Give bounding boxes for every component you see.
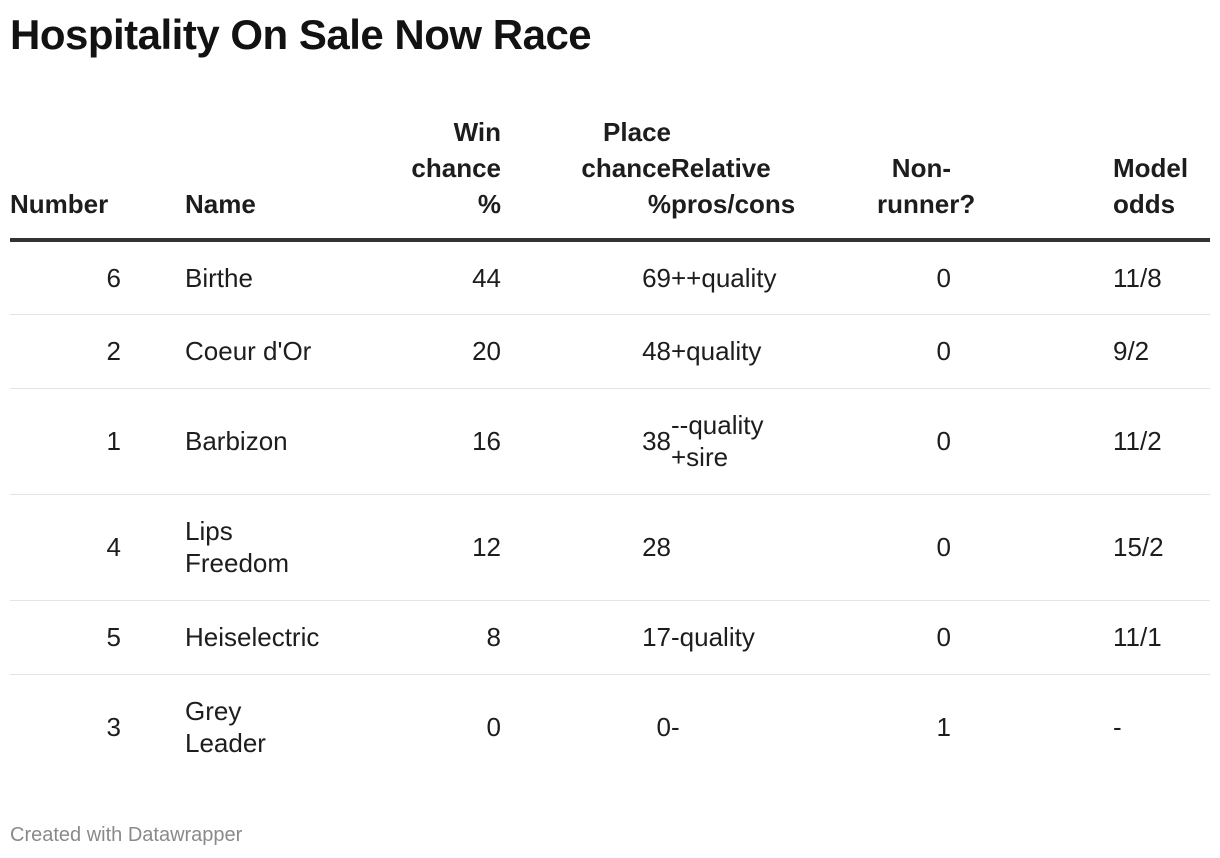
header-label-line: chance (581, 153, 671, 183)
cell-name: Lips Freedom (185, 494, 370, 601)
cell-pros-cons: - (671, 674, 877, 780)
header-label-line: Non- (891, 153, 951, 183)
cell-pros-cons: -quality (671, 600, 877, 675)
cell-place-chance: 28 (501, 494, 671, 601)
cell-pros-cons: ++quality (671, 240, 877, 315)
cell-name: Barbizon (185, 388, 370, 495)
cell-model-odds: 15/2 (1113, 494, 1210, 601)
cell-place-chance: 38 (501, 388, 671, 495)
column-header-number[interactable]: Number (10, 114, 185, 242)
cell-name-line: Freedom (185, 548, 290, 578)
cell-win-chance: 16 (370, 388, 501, 495)
chart-title: Hospitality On Sale Now Race (10, 11, 592, 58)
cell-place-chance: 69 (501, 240, 671, 315)
cell-number: 1 (10, 388, 185, 495)
cell-pros-line: -quality (671, 622, 755, 652)
cell-name: Coeur d'Or (185, 314, 370, 389)
table-row: 3 Grey Leader 0 0 - 1 - (10, 674, 1210, 780)
cell-name: Heiselectric (185, 600, 370, 675)
race-table: Number Name Win chance % Place chance % … (10, 114, 1210, 780)
cell-non-runner: 0 (877, 240, 1113, 315)
column-header-non-runner[interactable]: Non- runner? (877, 114, 1113, 242)
cell-win-chance: 12 (370, 494, 501, 601)
header-label-line: odds (1113, 189, 1176, 219)
cell-non-runner: 1 (936, 712, 951, 743)
cell-place-chance: 17 (501, 600, 671, 675)
cell-name-line: Birthe (185, 262, 253, 293)
header-label-line: % (647, 189, 671, 219)
cell-number: 5 (10, 600, 185, 675)
header-label-line: runner? (877, 189, 976, 219)
cell-non-runner: 0 (877, 388, 1113, 495)
cell-number: 6 (10, 240, 185, 315)
cell-number: 4 (10, 494, 185, 601)
cell-pros-cons (671, 494, 877, 601)
cell-pros-line: ++quality (671, 262, 777, 293)
table-row: 6 Birthe 44 69 ++quality 0 11/8 (10, 240, 1210, 315)
cell-number: 3 (106, 712, 121, 743)
cell-place-chance: 0 (656, 712, 671, 743)
cell-name-line: Leader (185, 728, 266, 759)
cell-non-runner: 0 (877, 494, 1113, 601)
cell-place-chance: 48 (501, 314, 671, 389)
cell-model-odds: 11/1 (1113, 600, 1210, 675)
header-label-line: Model (1113, 153, 1189, 183)
table-row: 5 Heiselectric 8 17 -quality 0 11/1 (10, 600, 1210, 675)
column-header-pros-cons[interactable]: Relative pros/cons (671, 114, 877, 242)
cell-win-chance: 44 (370, 240, 501, 315)
header-label: Name (185, 189, 256, 219)
cell-pros-cons: --quality +sire (671, 388, 877, 495)
cell-model-odds: 11/2 (1113, 388, 1210, 495)
column-header-model-odds[interactable]: Model odds (1113, 114, 1210, 242)
column-header-name[interactable]: Name (185, 114, 370, 242)
cell-number: 2 (10, 314, 185, 389)
cell-pros-line: - (671, 712, 680, 743)
header-label-line: Relative (671, 153, 771, 183)
cell-pros-cons: +quality (671, 314, 877, 389)
column-header-win-chance[interactable]: Win chance % (370, 114, 501, 242)
table-row: 4 Lips Freedom 12 28 0 15/2 (10, 494, 1210, 601)
header-label-line: Win (453, 117, 501, 147)
header-label-line: Place (603, 117, 671, 147)
header-label-line: % (477, 189, 501, 219)
column-header-place-chance[interactable]: Place chance % (501, 114, 671, 242)
cell-non-runner: 0 (877, 600, 1113, 675)
cell-name: Birthe (185, 240, 370, 315)
cell-name: Grey Leader (185, 674, 370, 780)
table-row: 1 Barbizon 16 38 --quality +sire 0 11/2 (10, 388, 1210, 495)
cell-win-chance: 8 (370, 600, 501, 675)
cell-name-line: Coeur d'Or (185, 336, 312, 366)
cell-name-line: Lips (185, 516, 233, 546)
cell-name-line: Barbizon (185, 426, 288, 456)
table-row: 2 Coeur d'Or 20 48 +quality 0 9/2 (10, 314, 1210, 389)
cell-non-runner: 0 (877, 314, 1113, 389)
cell-model-odds: - (1113, 712, 1122, 743)
cell-pros-line: +sire (671, 442, 729, 472)
cell-name-line: Grey (185, 696, 242, 727)
cell-win-chance: 20 (370, 314, 501, 389)
cell-model-odds: 11/8 (1113, 240, 1210, 315)
cell-pros-line: +quality (671, 336, 762, 366)
header-label: Number (10, 189, 109, 219)
table-header-row: Number Name Win chance % Place chance % … (10, 114, 1210, 242)
credit-footer: Created with Datawrapper (10, 824, 243, 846)
cell-win-chance: 0 (486, 712, 501, 743)
cell-pros-line: --quality (671, 410, 764, 440)
cell-model-odds: 9/2 (1113, 314, 1210, 389)
header-label-line: pros/cons (671, 189, 796, 219)
header-label-line: chance (411, 153, 501, 183)
cell-name-line: Heiselectric (185, 622, 320, 652)
